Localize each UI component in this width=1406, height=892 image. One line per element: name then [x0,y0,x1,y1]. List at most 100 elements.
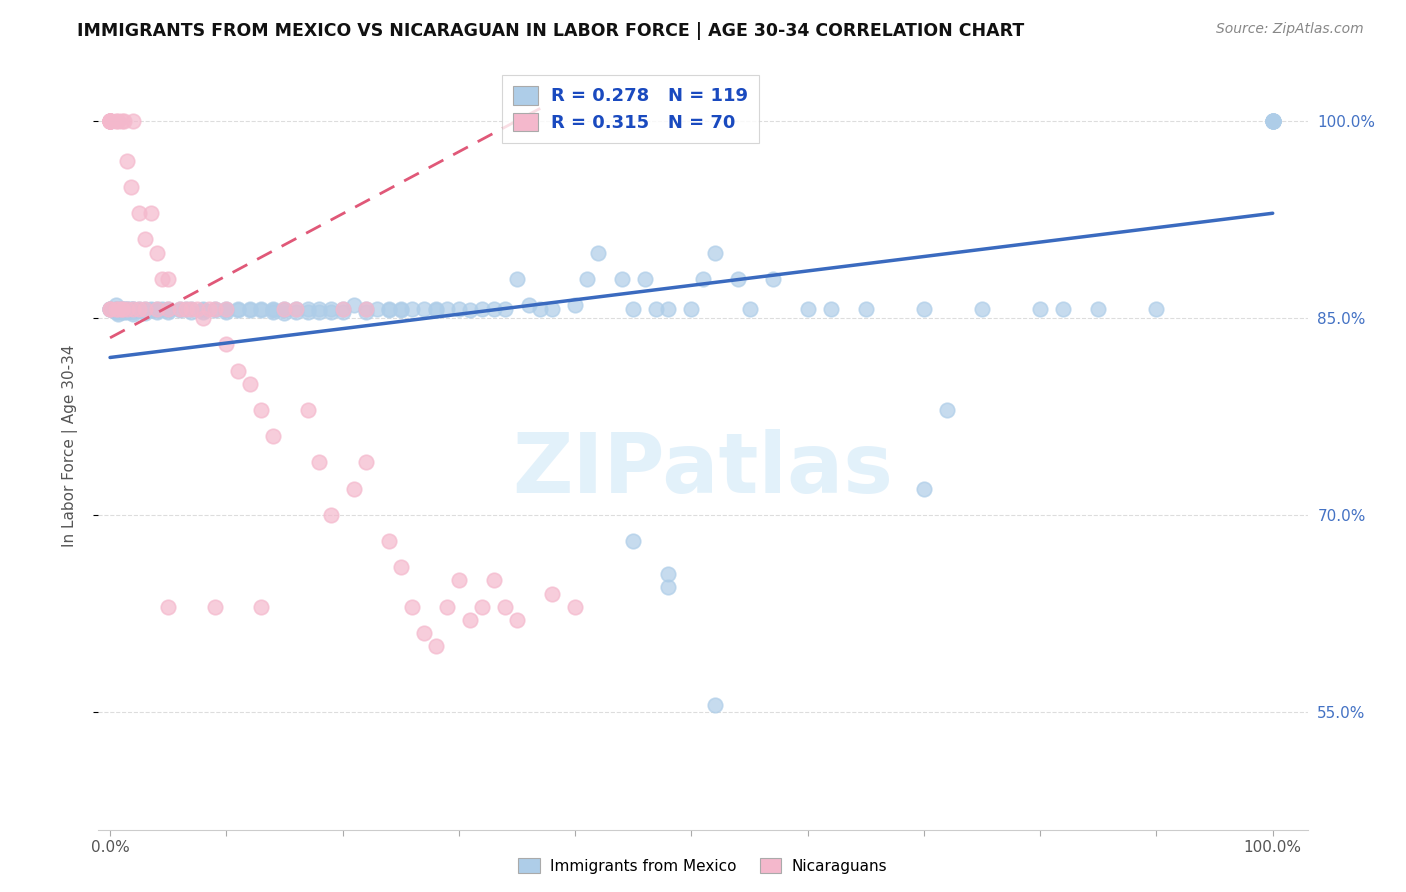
Point [174,301,197,316]
Point [145,301,167,316]
Point [104,298,127,312]
Point [389,560,412,574]
Point [98,301,121,316]
Point [128,206,150,220]
Point [447,301,470,316]
Point [180,301,202,316]
Point [98,301,121,316]
Point [204,301,226,316]
Point [378,534,401,549]
Point [117,153,139,168]
Point [215,301,238,316]
Point [657,580,679,594]
Text: ZIPatlas: ZIPatlas [513,428,893,509]
Point [145,303,167,318]
Legend: Immigrants from Mexico, Nicaraguans: Immigrants from Mexico, Nicaraguans [512,852,894,880]
Point [529,301,551,316]
Point [413,301,436,316]
Point [191,301,214,316]
Point [588,245,610,260]
Point [645,301,668,316]
Point [122,304,145,318]
Point [308,455,330,469]
Point [157,303,180,318]
Point [657,301,679,316]
Point [273,306,295,320]
Point [122,303,145,318]
Point [139,206,162,220]
Point [425,639,447,653]
Point [319,301,342,316]
Point [621,301,644,316]
Point [250,599,273,614]
Point [762,272,785,286]
Point [122,301,145,316]
Point [273,303,295,318]
Point [657,566,679,581]
Point [215,303,238,318]
Point [389,303,412,318]
Point [122,114,145,128]
Point [297,403,319,417]
Point [319,304,342,318]
Point [239,301,262,316]
Point [297,301,319,316]
Point [401,599,423,614]
Point [122,307,145,321]
Text: IMMIGRANTS FROM MEXICO VS NICARAGUAN IN LABOR FORCE | AGE 30-34 CORRELATION CHAR: IMMIGRANTS FROM MEXICO VS NICARAGUAN IN … [77,22,1025,40]
Point [134,301,156,316]
Point [111,114,134,128]
Point [98,114,121,128]
Point [117,301,139,316]
Point [354,301,377,316]
Point [122,301,145,316]
Point [610,272,633,286]
Point [191,304,214,318]
Point [111,301,134,316]
Point [1087,301,1109,316]
Point [319,508,342,522]
Point [98,301,121,316]
Point [262,429,284,443]
Point [157,304,180,318]
Point [796,301,818,316]
Point [107,304,129,318]
Point [912,482,935,496]
Point [122,301,145,316]
Point [1261,114,1284,128]
Point [98,114,121,128]
Point [482,301,505,316]
Point [936,403,959,417]
Point [564,599,586,614]
Point [506,613,529,627]
Point [575,272,598,286]
Point [471,301,494,316]
Point [540,586,562,600]
Point [150,301,173,316]
Point [169,301,191,316]
Point [564,298,586,312]
Point [285,301,308,316]
Point [855,301,877,316]
Point [186,301,208,316]
Point [634,272,657,286]
Point [134,232,156,246]
Point [157,599,180,614]
Point [494,301,516,316]
Point [204,303,226,318]
Point [517,298,540,312]
Point [174,301,197,316]
Point [134,306,156,320]
Point [157,272,180,286]
Point [98,301,121,316]
Point [169,301,191,316]
Point [98,301,121,316]
Legend: R = 0.278   N = 119, R = 0.315   N = 70: R = 0.278 N = 119, R = 0.315 N = 70 [502,75,759,143]
Point [145,304,167,318]
Point [215,337,238,351]
Point [425,303,447,318]
Point [494,599,516,614]
Point [107,301,129,316]
Point [250,403,273,417]
Point [157,301,180,316]
